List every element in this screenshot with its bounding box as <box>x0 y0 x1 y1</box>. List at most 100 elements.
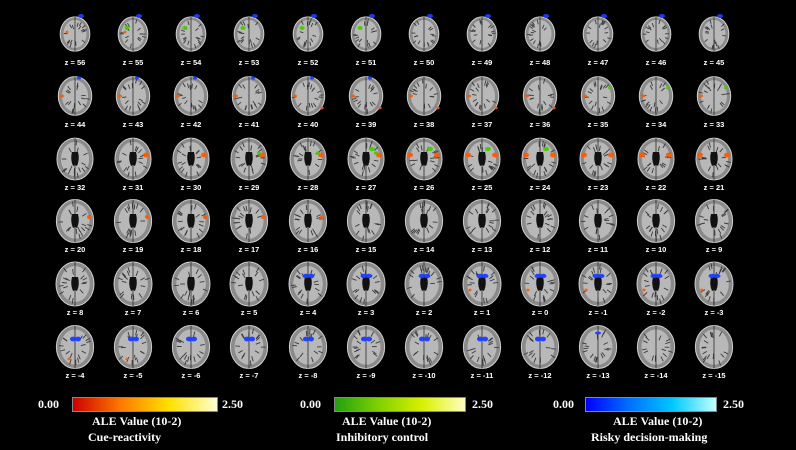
sulcus <box>708 86 712 92</box>
ventricle <box>71 152 79 166</box>
activation-blob <box>419 336 425 342</box>
brain-slice-image <box>694 324 734 370</box>
sulcus <box>194 203 197 210</box>
sulcus <box>721 156 727 159</box>
sulcus <box>643 340 648 344</box>
sulcus <box>249 360 252 366</box>
sulcus <box>294 213 300 217</box>
sulcus <box>81 227 86 232</box>
sulcus <box>247 23 249 29</box>
sulcus <box>416 147 420 153</box>
sulcus <box>366 206 369 212</box>
sulcus <box>659 100 663 105</box>
activation-blob <box>351 94 355 98</box>
activation-blob <box>70 336 76 342</box>
sulcus <box>544 289 549 294</box>
sulcus <box>719 226 725 231</box>
sulcus <box>607 37 612 40</box>
brain-slice: z = -3 <box>689 260 739 318</box>
sulcus <box>602 297 606 304</box>
z-coordinate-label: z = 1 <box>473 308 491 317</box>
brain-slice-image <box>462 324 502 370</box>
sulcus <box>526 222 532 225</box>
sulcus <box>76 85 79 90</box>
brain-slice: z = 26 <box>399 135 449 193</box>
sulcus <box>488 224 494 228</box>
sulcus <box>310 84 313 90</box>
z-coordinate-label: z = 21 <box>703 183 725 192</box>
sulcus <box>197 39 202 44</box>
brain-slice-image <box>292 14 324 52</box>
sulcus <box>581 274 587 278</box>
sulcus <box>531 270 535 276</box>
sulcus <box>596 40 598 46</box>
sulcus <box>240 36 245 39</box>
sulcus <box>433 351 439 355</box>
sulcus <box>122 96 127 98</box>
brain-slice-image <box>346 261 386 307</box>
sulcus <box>703 219 709 221</box>
z-coordinate-label: z = 54 <box>180 58 202 67</box>
activation-blob <box>307 273 315 279</box>
legend-cue-reactivity: 0.00 2.50 ALE Value (10-2) Cue-reactivit… <box>38 392 268 450</box>
sulcus <box>179 355 184 360</box>
sulcus <box>541 24 545 29</box>
sulcus <box>134 146 138 152</box>
sulcus <box>486 203 490 209</box>
sulcus <box>699 100 704 104</box>
sulcus <box>661 227 665 233</box>
sulcus <box>195 149 200 155</box>
sulcus <box>235 156 241 159</box>
sulcus <box>133 204 136 210</box>
brain-slice: z = 47 <box>573 10 623 68</box>
sulcus <box>710 263 713 269</box>
brain-slice-image <box>696 76 732 116</box>
sulcus <box>195 36 200 40</box>
brain-slice-image <box>57 76 93 116</box>
sulcus <box>485 170 488 176</box>
sulcus <box>119 291 125 296</box>
activation-blob <box>492 152 498 158</box>
z-coordinate-label: z = 10 <box>645 245 667 254</box>
sulcus <box>598 234 601 241</box>
sulcus <box>487 337 493 342</box>
sulcus <box>523 352 529 356</box>
activation-blob <box>608 86 612 90</box>
sulcus <box>656 106 659 112</box>
sulcus <box>642 348 647 351</box>
activation-blob <box>261 215 265 219</box>
ventricle <box>420 152 428 166</box>
brain-slice-image <box>637 137 675 181</box>
ventricle <box>652 277 660 291</box>
sulcus <box>241 162 246 167</box>
sulcus <box>183 40 187 44</box>
sulcus <box>300 293 304 299</box>
activation-blob <box>87 215 91 219</box>
sulcus <box>368 228 371 234</box>
sulcus <box>530 210 535 216</box>
z-coordinate-label: z = 37 <box>471 120 493 129</box>
sulcus <box>486 99 490 103</box>
sulcus <box>374 223 380 226</box>
brain-slice: z = 49 <box>457 10 507 68</box>
sulcus <box>366 21 369 26</box>
brain-slice: z = 0 <box>515 260 565 318</box>
brain-slice-image <box>640 14 672 52</box>
sulcus <box>82 267 86 273</box>
sulcus <box>543 170 546 177</box>
sulcus <box>582 342 587 345</box>
sulcus <box>237 31 242 33</box>
sulcus <box>537 43 539 49</box>
sulcus <box>250 104 254 110</box>
activation-blob <box>525 94 529 98</box>
brain-slice: z = 31 <box>108 135 158 193</box>
sulcus <box>529 97 534 100</box>
sulcus <box>592 267 596 273</box>
sulcus <box>591 204 595 210</box>
sulcus <box>711 332 714 339</box>
brain-slice-image <box>698 14 730 52</box>
activation-blob <box>642 288 646 292</box>
sulcus <box>174 277 180 281</box>
sulcus <box>550 281 556 284</box>
sulcus <box>139 350 145 354</box>
